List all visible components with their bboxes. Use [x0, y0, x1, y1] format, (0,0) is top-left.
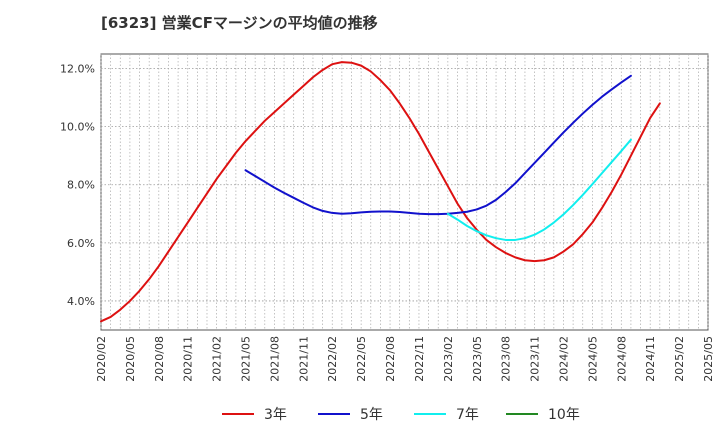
legend-label: 10年: [548, 407, 580, 423]
x-tick-label: 2022/08: [384, 336, 397, 382]
x-tick-label: 2023/11: [529, 336, 542, 382]
x-tick-label: 2022/05: [355, 336, 368, 382]
x-tick-label: 2021/11: [297, 336, 310, 382]
y-tick-label: 8.0%: [67, 179, 95, 192]
x-tick-label: 2024/02: [557, 336, 570, 382]
y-tick-label: 12.0%: [60, 63, 95, 76]
series-lines: [100, 61, 661, 323]
plot-area: [100, 53, 709, 331]
series-line: [100, 61, 661, 323]
x-tick-label: 2023/08: [500, 336, 513, 382]
y-tick-label: 6.0%: [67, 237, 95, 250]
grid: [100, 54, 709, 330]
x-tick-label: 2025/02: [673, 336, 686, 382]
chart-title: [6323] 営業CFマージンの平均値の推移: [101, 14, 378, 32]
x-tick-label: 2021/05: [240, 336, 253, 382]
legend: 3年 5年 7年 10年: [222, 407, 580, 423]
x-tick-label: 2025/05: [702, 336, 715, 382]
x-tick-label: 2024/05: [586, 336, 599, 382]
x-tick-label: 2020/02: [95, 336, 108, 382]
series-line: [244, 74, 632, 216]
x-tick-label: 2023/02: [442, 336, 455, 382]
x-tick-label: 2024/08: [615, 336, 628, 382]
y-tick-label: 4.0%: [67, 295, 95, 308]
x-tick-label: 2022/11: [413, 336, 426, 382]
x-tick-label: 2022/02: [326, 336, 339, 382]
y-axis: 4.0% 6.0% 8.0% 10.0% 12.0%: [60, 63, 95, 308]
legend-label: 3年: [264, 407, 287, 423]
legend-label: 5年: [360, 407, 383, 423]
x-tick-label: 2021/08: [268, 336, 281, 382]
x-tick-label: 2020/05: [124, 336, 137, 382]
legend-label: 7年: [456, 407, 479, 423]
x-axis: 2020/02 2020/05 2020/08 2020/11 2021/02 2021/…: [95, 336, 715, 382]
x-tick-label: 2020/08: [153, 336, 166, 382]
y-tick-label: 10.0%: [60, 121, 95, 134]
x-tick-label: 2021/02: [211, 336, 224, 382]
x-tick-label: 2023/05: [471, 336, 484, 382]
series-line: [446, 138, 632, 241]
x-tick-label: 2024/11: [644, 336, 657, 382]
x-tick-label: 2020/11: [182, 336, 195, 382]
